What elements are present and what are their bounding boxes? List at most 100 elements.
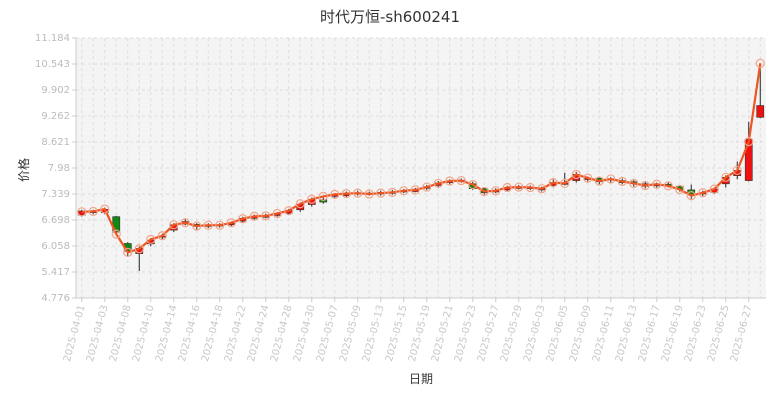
close-marker [675,184,685,195]
y-tick-label: 9.902 [41,85,70,96]
close-marker [353,188,363,198]
x-tick-label: 2025-05-07 [315,304,341,363]
x-tick-label: 2025-04-01 [62,304,88,363]
close-marker [272,208,282,219]
close-marker [525,182,535,193]
close-marker [261,211,271,221]
x-tick-label: 2025-06-17 [637,304,663,363]
close-marker [468,180,478,190]
close-marker [744,137,754,147]
close-marker [456,175,466,186]
x-tick-label: 2025-04-08 [108,304,134,363]
x-tick-label: 2025-06-13 [614,304,640,363]
close-marker [399,186,409,196]
x-tick-label: 2025-05-19 [407,304,433,363]
close-marker [249,211,259,221]
y-tick-label: 8.621 [41,137,70,148]
chart-title: 时代万恒-sh600241 [320,8,460,26]
close-marker [663,181,673,191]
x-tick-label: 2025-06-03 [522,304,548,363]
x-tick-label: 2025-06-09 [568,304,594,363]
close-marker [123,247,133,257]
x-tick-labels: 2025-04-012025-04-032025-04-082025-04-10… [62,304,755,363]
close-marker [410,185,420,195]
y-tick-label: 10.543 [35,59,70,70]
x-tick-label: 2025-06-23 [683,304,709,363]
close-marker [617,176,627,186]
x-tick-label: 2025-05-29 [499,304,525,363]
close-marker [755,58,765,68]
y-tick-label: 4.776 [41,293,70,304]
candle-body-up [756,105,765,118]
close-marker [180,218,190,228]
close-marker [479,186,489,197]
y-axis-title: 价格 [16,158,31,182]
close-marker [169,220,179,230]
x-tick-label: 2025-06-19 [660,304,686,363]
close-marker [330,189,340,199]
x-tick-label: 2025-05-23 [453,304,479,363]
x-tick-label: 2025-04-24 [246,304,272,363]
y-tick-label: 5.417 [41,267,70,278]
close-marker [146,234,156,245]
y-tick-labels: 4.776 5.417 6.058 6.698 7.339 7.98 8.621 9.262 9… [35,33,70,304]
close-marker [686,190,696,201]
close-marker [537,184,547,194]
x-tick-label: 2025-04-10 [131,304,157,363]
x-tick-label: 2025-05-09 [338,304,364,363]
x-axis-title: 日期 [409,372,433,386]
close-marker [445,176,455,186]
y-tick-label: 6.698 [41,215,70,226]
close-marker [295,199,305,209]
close-marker [226,218,236,228]
close-marker [88,206,98,217]
close-marker [548,178,558,188]
x-tick-label: 2025-04-14 [154,304,180,363]
close-marker [157,231,167,241]
close-marker [111,229,121,239]
close-marker [640,180,650,191]
close-marker [364,189,374,199]
close-marker [376,188,386,198]
x-tick-label: 2025-05-13 [361,304,387,363]
y-tick-label: 7.98 [48,163,70,174]
close-marker [203,220,213,230]
close-marker [652,179,662,189]
x-tick-label: 2025-04-03 [85,304,111,363]
x-tick-label: 2025-04-16 [177,304,203,363]
close-marker [709,184,719,194]
close-marker [721,172,731,182]
axes [72,37,766,302]
close-markers [77,58,765,257]
close-marker [387,187,397,197]
x-tick-label: 2025-06-05 [545,304,571,363]
x-tick-label: 2025-06-27 [729,304,755,363]
x-tick-label: 2025-06-25 [706,304,732,363]
grid-lines [76,37,766,299]
x-tick-label: 2025-05-15 [384,304,410,363]
close-marker [514,182,524,192]
close-marker [491,186,501,196]
close-marker [77,207,87,217]
close-marker [732,165,742,176]
x-tick-label: 2025-04-30 [292,304,318,363]
close-marker [571,169,581,180]
close-marker [318,191,328,202]
x-tick-label: 2025-05-27 [476,304,502,363]
y-tick-label: 9.262 [41,111,70,122]
y-tick-label: 6.058 [41,241,70,252]
close-marker [594,176,604,186]
close-marker [606,174,616,184]
close-marker [341,188,351,199]
close-marker [433,178,443,189]
close-line [81,63,762,254]
close-marker [583,173,593,183]
x-tick-label: 2025-04-22 [223,304,249,363]
close-marker [560,178,570,189]
x-tick-label: 2025-05-21 [430,304,456,363]
close-marker [284,206,294,216]
close-marker [238,214,248,224]
close-marker [307,194,317,204]
